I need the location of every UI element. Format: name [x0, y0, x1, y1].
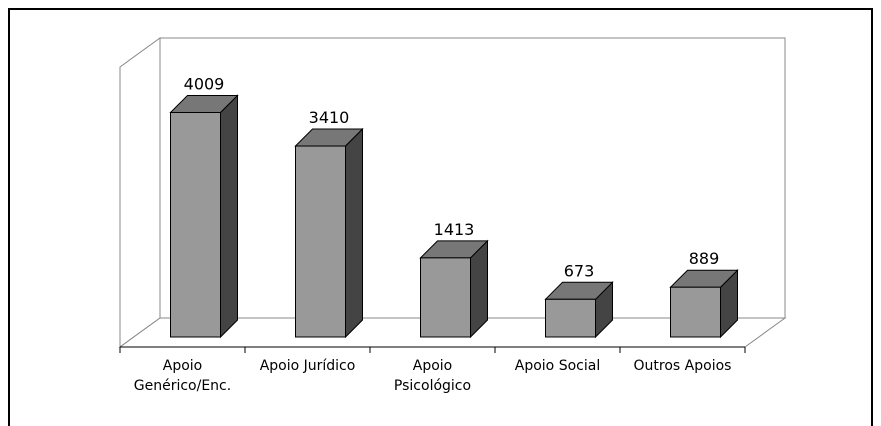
- x-tick-label: Apoio Social: [514, 358, 601, 374]
- x-tick-label: Outros Apoios: [633, 358, 732, 374]
- data-label: 673: [564, 261, 595, 280]
- bar-side: [345, 127, 363, 339]
- bar-side: [220, 94, 238, 339]
- bar: [420, 257, 471, 338]
- data-label: 4009: [184, 74, 225, 93]
- side-wall: [119, 37, 161, 348]
- x-tick-label: Apoio Jurídico: [259, 358, 356, 374]
- data-label: 1413: [434, 220, 475, 239]
- bar: [670, 286, 721, 338]
- data-label: 3410: [309, 108, 350, 127]
- x-tick-label: Apoio Genérico/Enc.: [133, 358, 232, 394]
- bar: [295, 145, 346, 338]
- bar: [545, 298, 596, 338]
- bar: [170, 111, 221, 338]
- data-label: 889: [689, 249, 720, 268]
- x-tick-label: Apoio Psicológico: [393, 358, 472, 394]
